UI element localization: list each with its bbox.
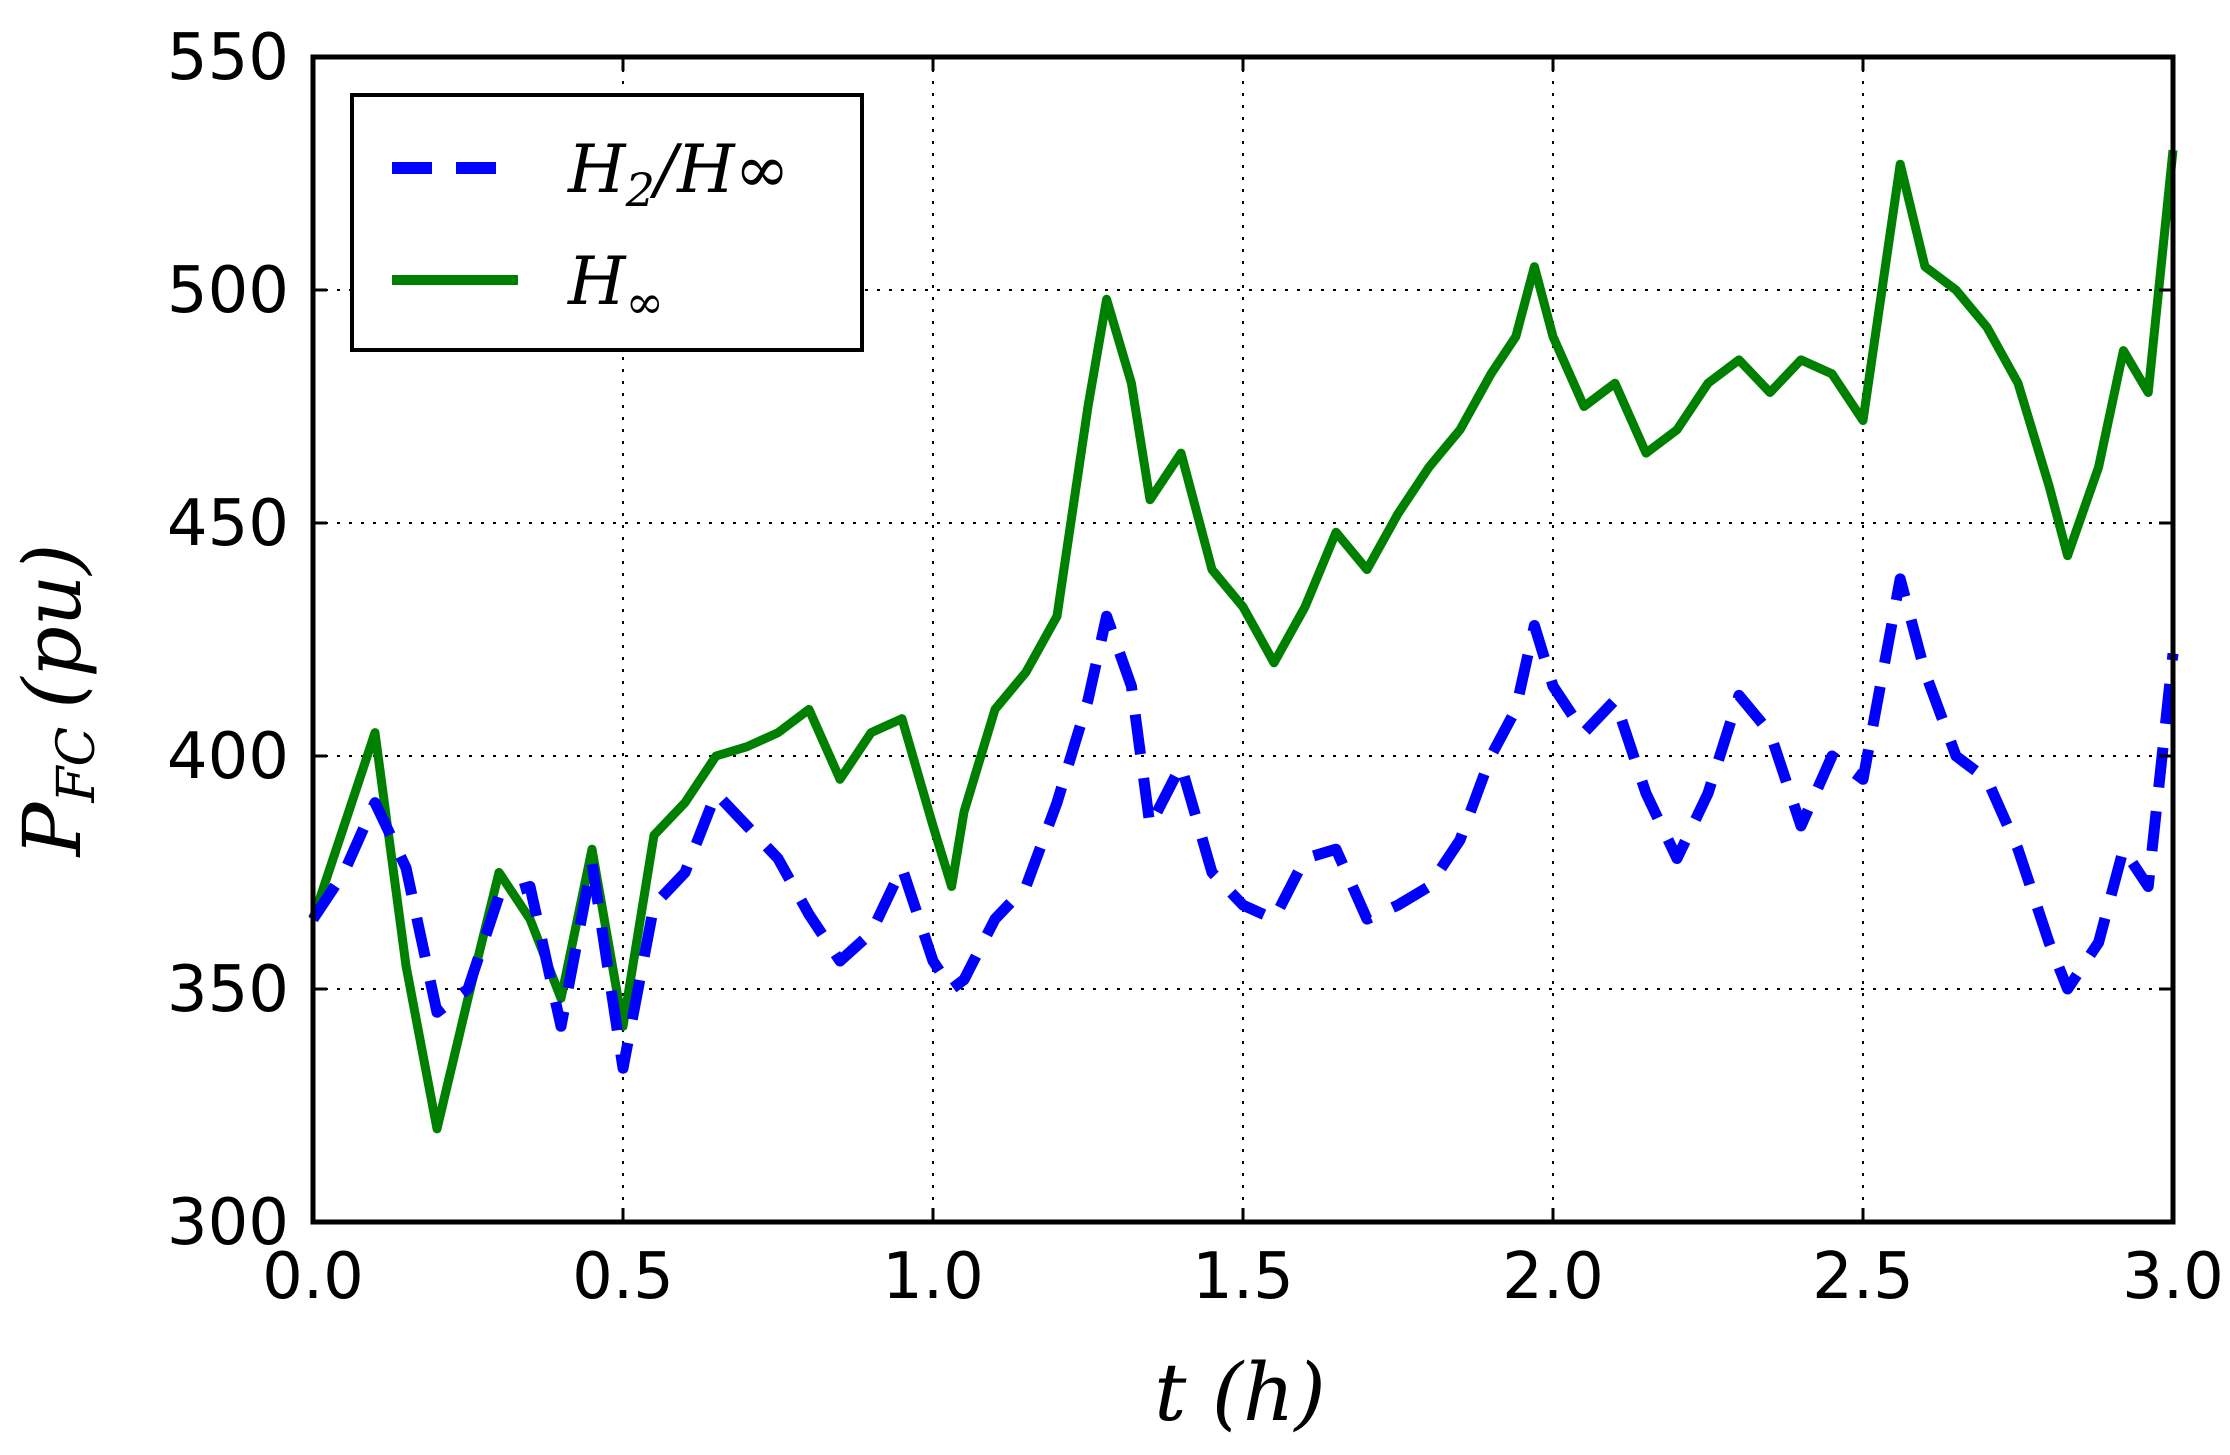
x-tick-label: 3.0 (2122, 1240, 2224, 1314)
svg-text:PFC(pu): PFC (pu) (6, 544, 107, 859)
x-tick-label: 0.0 (262, 1240, 364, 1314)
y-axis-label: PFC (pu) (6, 544, 107, 859)
legend: H2/H∞ H∞ (350, 93, 864, 352)
series-line-h2-hinf (308, 573, 2179, 1074)
y-tick-label: 450 (167, 487, 289, 561)
y-tick-label: 350 (167, 953, 289, 1027)
x-tick-label: 2.0 (1502, 1240, 1604, 1314)
x-tick-label: 1.5 (1192, 1240, 1294, 1314)
y-tick-label: 550 (167, 21, 289, 95)
series-layer (308, 149, 2179, 1134)
series-line-hinf (308, 149, 2178, 1134)
x-tick-label: 0.5 (572, 1240, 674, 1314)
x-axis-label: t (h) (1154, 1346, 1326, 1439)
y-tick-label: 300 (167, 1186, 289, 1260)
x-tick-labels: 0.0 0.5 1.0 1.5 2.0 2.5 3.0 (262, 1240, 2224, 1314)
x-tick-label: 1.0 (882, 1240, 984, 1314)
legend-box (350, 93, 864, 352)
y-axis-label-main: P (6, 801, 99, 858)
y-axis-label-sub: FC (47, 727, 107, 804)
legend-label-hinf: H∞ (567, 243, 664, 329)
y-axis-label-unit: (pu) (6, 544, 99, 709)
legend-label-h2-hinf: H2/H∞ (567, 131, 790, 217)
y-tick-label: 500 (167, 254, 289, 328)
y-tick-label: 400 (167, 720, 289, 794)
axis-ticks (311, 55, 2175, 1224)
x-tick-label: 2.5 (1812, 1240, 1914, 1314)
y-tick-labels: 300 350 400 450 500 550 (167, 21, 289, 1260)
